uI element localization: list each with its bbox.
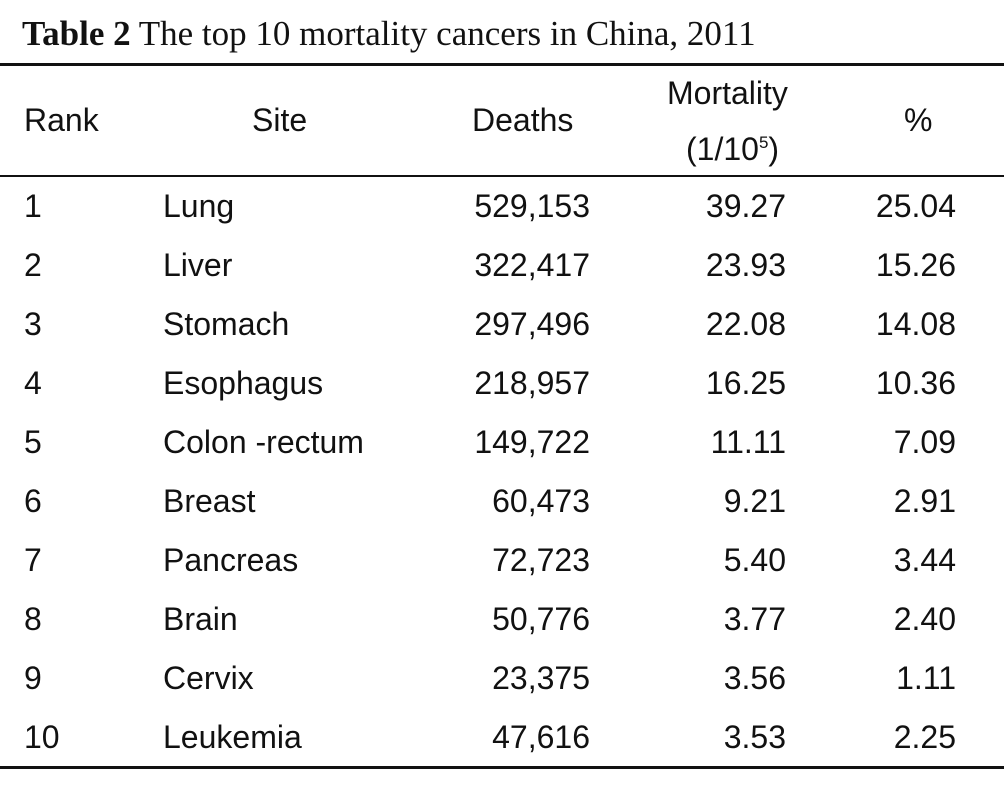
cell-rank: 9 (24, 660, 42, 696)
header-deaths: Deaths (472, 102, 574, 138)
header-rank: Rank (24, 102, 99, 138)
table-row: 9 Cervix 23,375 3.56 1.11 (0, 658, 1004, 717)
table-caption-label: Table 2 (22, 14, 131, 53)
cell-rank: 3 (24, 306, 42, 342)
cell-site: Brain (163, 601, 238, 637)
header-percent: % (904, 102, 933, 138)
header-site: Site (252, 102, 308, 138)
header-mortality-unit-exponent: 5 (758, 133, 769, 152)
cell-mortality: 16.25 (705, 365, 786, 401)
cell-mortality: 3.77 (723, 601, 786, 637)
cell-percent: 15.26 (875, 247, 956, 283)
cell-mortality: 3.53 (723, 719, 786, 755)
table-caption: Table 2 The top 10 mortality cancers in … (22, 12, 756, 56)
cell-rank: 4 (24, 365, 42, 401)
cell-deaths: 218,957 (474, 365, 590, 401)
cell-deaths: 297,496 (474, 306, 590, 342)
cell-percent: 25.04 (875, 188, 956, 224)
cell-deaths: 47,616 (492, 719, 590, 755)
cell-rank: 8 (24, 601, 42, 637)
cell-percent: 7.09 (893, 424, 956, 460)
table-top-rule (0, 63, 1004, 66)
table-row: 2 Liver 322,417 23.93 15.26 (0, 245, 1004, 304)
header-mortality-unit: (1/105) (686, 129, 779, 175)
cell-percent: 10.36 (875, 365, 956, 401)
cell-site: Colon -rectum (163, 424, 364, 460)
cell-mortality: 22.08 (705, 306, 786, 342)
table-bottom-rule (0, 766, 1004, 769)
cell-deaths: 529,153 (474, 188, 590, 224)
cell-percent: 2.40 (893, 601, 956, 637)
cell-rank: 6 (24, 483, 42, 519)
cell-mortality: 11.11 (710, 424, 786, 460)
cell-site: Liver (163, 247, 233, 283)
table-row: 6 Breast 60,473 9.21 2.91 (0, 481, 1004, 540)
cell-deaths: 322,417 (474, 247, 590, 283)
cell-percent: 1.11 (896, 660, 956, 696)
cell-deaths: 149,722 (474, 424, 590, 460)
header-mortality-unit-suffix: ) (768, 131, 780, 167)
cell-site: Lung (163, 188, 235, 224)
cell-site: Pancreas (163, 542, 299, 578)
cell-percent: 14.08 (875, 306, 956, 342)
cell-deaths: 50,776 (492, 601, 590, 637)
cell-rank: 10 (24, 719, 60, 755)
cell-deaths: 23,375 (492, 660, 590, 696)
cell-site: Leukemia (163, 719, 302, 755)
cell-rank: 7 (24, 542, 42, 578)
cell-site: Breast (163, 483, 256, 519)
header-mortality: Mortality (667, 75, 788, 111)
cell-deaths: 60,473 (492, 483, 590, 519)
cell-mortality: 3.56 (723, 660, 786, 696)
table-caption-text: The top 10 mortality cancers in China, 2… (138, 14, 756, 53)
cell-rank: 2 (24, 247, 42, 283)
cell-site: Cervix (163, 660, 254, 696)
table-row: 3 Stomach 297,496 22.08 14.08 (0, 304, 1004, 363)
table-row: 4 Esophagus 218,957 16.25 10.36 (0, 363, 1004, 422)
cell-rank: 1 (24, 188, 42, 224)
cell-percent: 2.91 (893, 483, 956, 519)
cell-mortality: 39.27 (705, 188, 786, 224)
table-row: 1 Lung 529,153 39.27 25.04 (0, 186, 1004, 245)
table-header-rule (0, 175, 1004, 177)
table-row: 8 Brain 50,776 3.77 2.40 (0, 599, 1004, 658)
header-mortality-unit-prefix: (1/10 (686, 131, 759, 167)
cell-deaths: 72,723 (492, 542, 590, 578)
cell-site: Stomach (163, 306, 290, 342)
table-row: 5 Colon -rectum 149,722 11.11 7.09 (0, 422, 1004, 481)
cell-mortality: 9.21 (723, 483, 786, 519)
cell-percent: 3.44 (893, 542, 956, 578)
table-row: 7 Pancreas 72,723 5.40 3.44 (0, 540, 1004, 599)
cell-mortality: 23.93 (705, 247, 786, 283)
cell-rank: 5 (24, 424, 42, 460)
table-row: 10 Leukemia 47,616 3.53 2.25 (0, 717, 1004, 776)
cell-mortality: 5.40 (723, 542, 786, 578)
cell-percent: 2.25 (893, 719, 956, 755)
cell-site: Esophagus (163, 365, 324, 401)
